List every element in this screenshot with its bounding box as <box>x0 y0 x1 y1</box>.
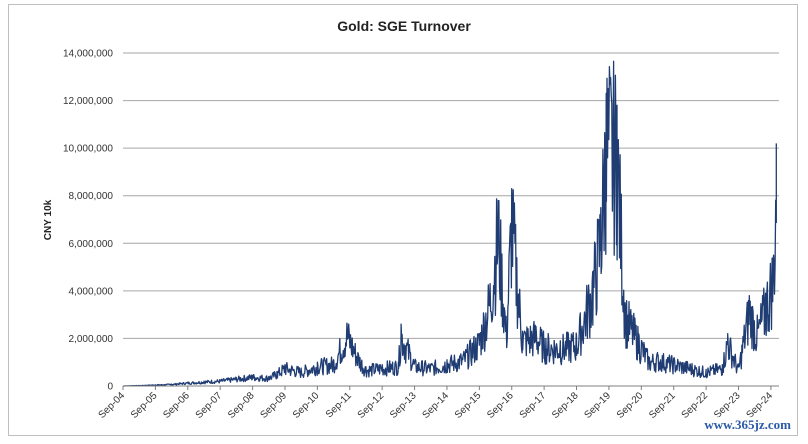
y-tick-label: 14,000,000 <box>63 49 113 60</box>
x-tick-label: Sep-09 <box>259 390 290 421</box>
series-line <box>122 60 777 387</box>
x-tick-label: Sep-14 <box>420 390 451 421</box>
x-tick-label: Sep-16 <box>485 390 516 421</box>
x-tick-labels: Sep-04 Sep-05 Sep-06 Sep-07 Sep-08 Sep-09 Sep-… <box>97 386 775 421</box>
y-tick-label: 12,000,000 <box>63 96 113 107</box>
x-tick-label: Sep-20 <box>615 390 646 421</box>
chart: Gold: SGE Turnover CNY 10k 0 2,000,000 4,0… <box>43 18 779 421</box>
chart-frame: Gold: SGE Turnover CNY 10k 0 2,000,000 4,0… <box>8 4 798 436</box>
x-tick-label: Sep-06 <box>161 390 192 421</box>
x-tick-label: Sep-13 <box>388 390 419 421</box>
x-tick-label: Sep-08 <box>226 390 257 421</box>
y-tick-label: 2,000,000 <box>69 334 114 345</box>
x-tick-label: Sep-10 <box>291 390 322 421</box>
x-tick-label: Sep-05 <box>129 390 160 421</box>
watermark: www.365jz.com <box>702 417 793 433</box>
x-tick-label: Sep-19 <box>582 390 613 421</box>
x-tick-label: Sep-17 <box>518 390 549 421</box>
x-tick-label: Sep-07 <box>194 390 225 421</box>
gridlines <box>123 52 779 339</box>
x-tick-label: Sep-18 <box>550 390 581 421</box>
chart-title: Gold: SGE Turnover <box>337 18 471 34</box>
plot-area <box>122 60 777 387</box>
y-tick-label: 6,000,000 <box>69 239 114 250</box>
x-tick-label: Sep-11 <box>324 390 354 420</box>
x-tick-label: Sep-04 <box>97 390 128 421</box>
x-tick-label: Sep-15 <box>453 390 484 421</box>
y-axis-label: CNY 10k <box>43 199 54 240</box>
y-tick-labels: 0 2,000,000 4,000,000 6,000,000 8,000,000 10,… <box>63 49 114 393</box>
x-tick-label: Sep-12 <box>356 390 387 421</box>
y-tick-label: 10,000,000 <box>63 144 113 155</box>
y-tick-label: 0 <box>107 382 113 393</box>
x-tick-label: Sep-21 <box>647 390 678 421</box>
y-tick-label: 8,000,000 <box>69 191 114 202</box>
y-tick-label: 4,000,000 <box>69 286 114 297</box>
